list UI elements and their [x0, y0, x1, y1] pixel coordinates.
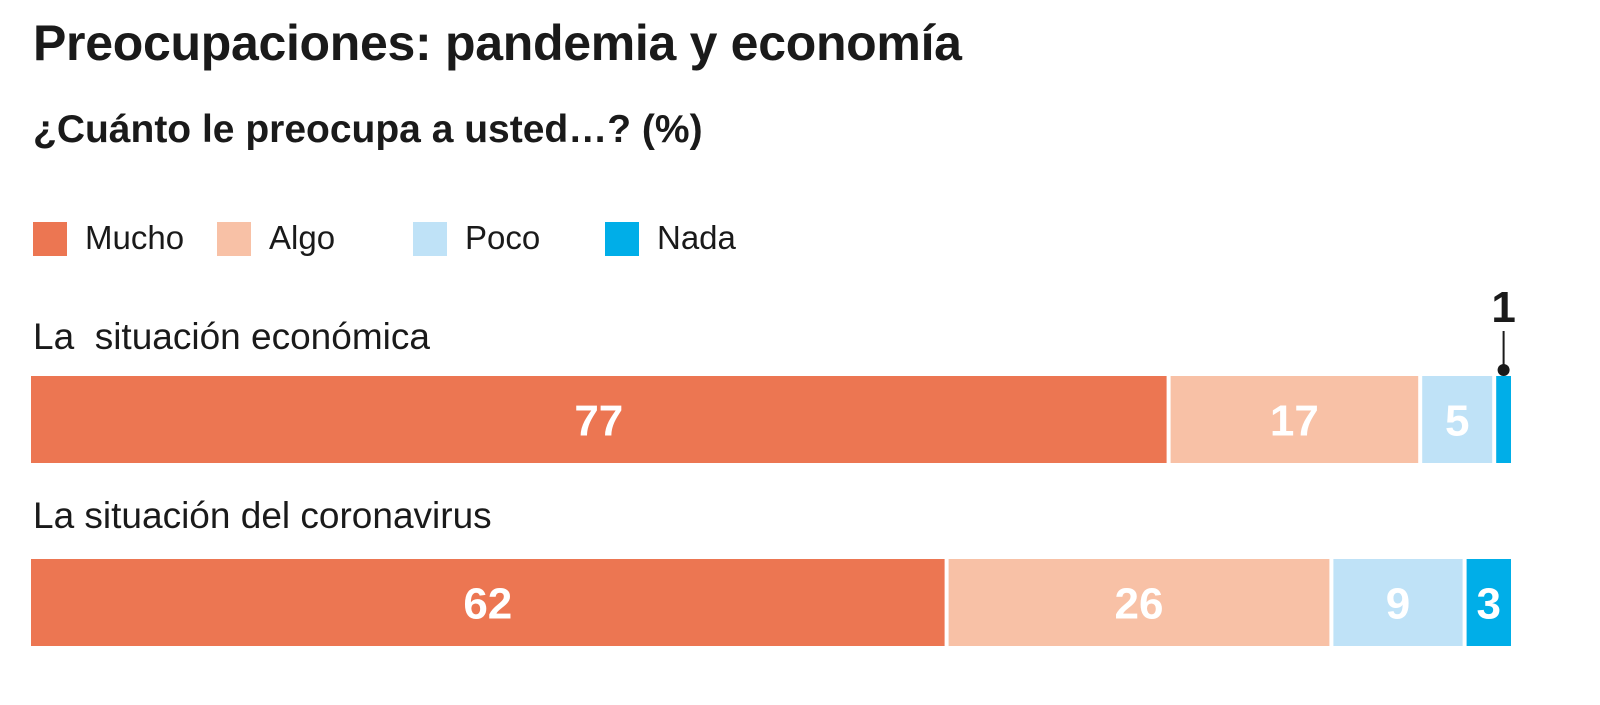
legend-swatch-algo: [217, 222, 251, 256]
legend: Mucho Algo Poco Nada: [0, 218, 1600, 258]
row-label-coronavirus: La situación del coronavirus: [33, 495, 492, 536]
bar-coronavirus-poco: [1333, 559, 1463, 646]
bar-coronavirus-mucho: [31, 559, 945, 646]
row-label-economia: La situación económica: [33, 316, 430, 357]
legend-swatch-poco: [413, 222, 447, 256]
bar-coronavirus-nada: [1466, 559, 1511, 646]
legend-swatch-nada: [605, 222, 639, 256]
legend-label-mucho: Mucho: [85, 219, 185, 256]
bar-economia-poco: [1422, 376, 1493, 463]
bar-coronavirus-algo: [948, 559, 1330, 646]
data-label-economia-poco: 5: [1445, 397, 1469, 446]
data-label-coronavirus-mucho: 62: [463, 580, 512, 629]
data-label-economia-algo: 17: [1270, 397, 1319, 446]
data-label-economia-mucho: 77: [574, 397, 623, 446]
legend-label-nada: Nada: [657, 219, 736, 256]
data-label-coronavirus-nada: 3: [1477, 580, 1501, 629]
legend-swatch-mucho: [33, 222, 67, 256]
chart-title: Preocupaciones: pandemia y economía: [33, 15, 962, 71]
bar-economia-algo: [1170, 376, 1419, 463]
legend-label-algo: Algo: [269, 219, 336, 256]
callout-dot: [1497, 364, 1510, 376]
data-label-economia-nada: 1: [1491, 283, 1515, 332]
data-label-coronavirus-poco: 9: [1386, 580, 1410, 629]
legend-label-poco: Poco: [465, 219, 541, 256]
data-label-coronavirus-algo: 26: [1115, 580, 1164, 629]
bar-economia-nada: [1496, 376, 1511, 463]
bar-economia-mucho: [31, 376, 1167, 463]
chart-subtitle: ¿Cuánto le preocupa a usted…? (%): [33, 108, 703, 151]
